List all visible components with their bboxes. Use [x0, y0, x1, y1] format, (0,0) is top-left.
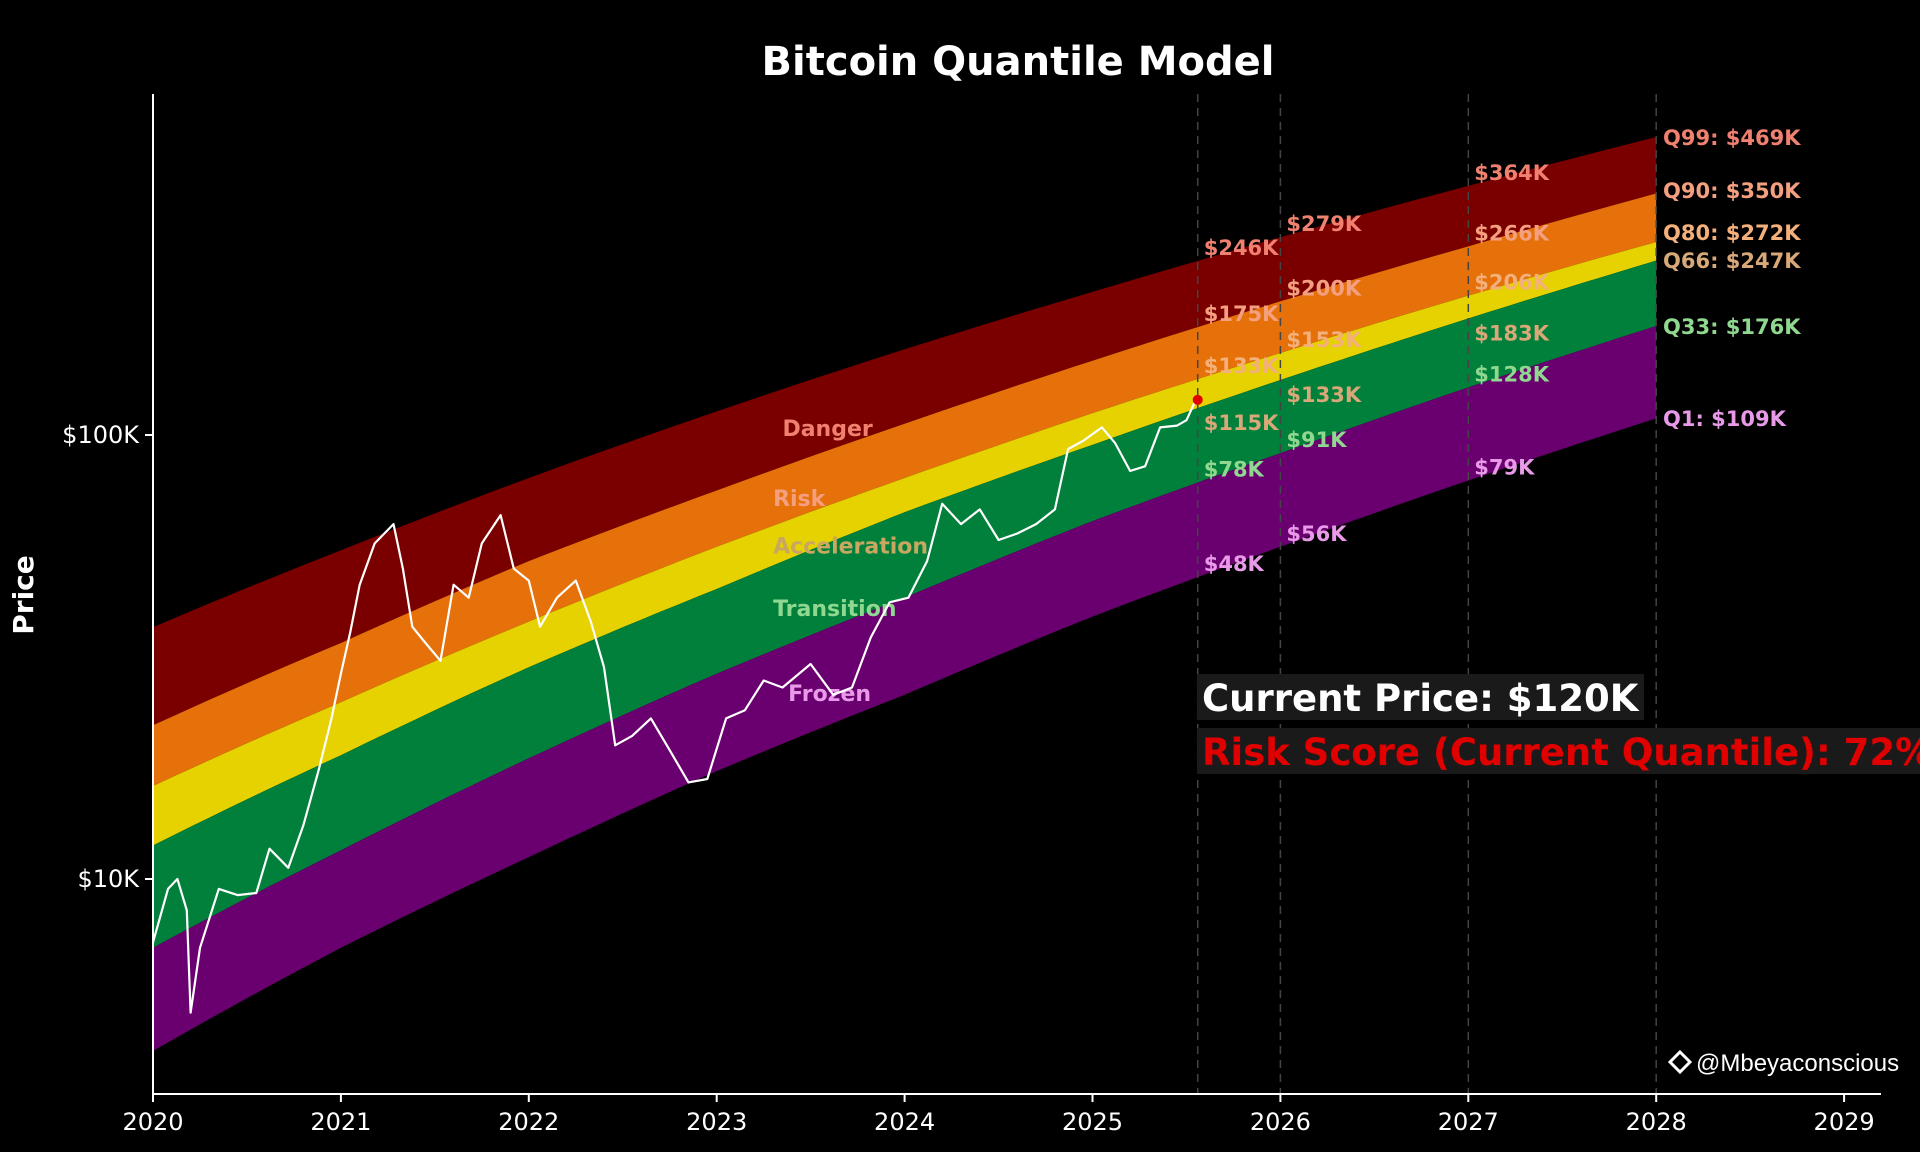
band-label-transition: Transition — [773, 597, 896, 622]
watermark-text: @Mbeyaconscious — [1696, 1050, 1899, 1077]
current-price-text: Current Price: $120K — [1202, 677, 1640, 720]
end-label-q66: Q66: $247K — [1663, 249, 1801, 273]
x-tick-label: 2022 — [498, 1108, 559, 1136]
binance-diamond-icon — [1667, 1049, 1693, 1075]
x-tick-label: 2021 — [310, 1108, 371, 1136]
x-tick-label: 2023 — [686, 1108, 747, 1136]
x-tick-label: 2024 — [874, 1108, 935, 1136]
risk-score-text: Risk Score (Current Quantile): 72% — [1202, 731, 1920, 774]
band-label-risk: Risk — [773, 487, 827, 512]
x-tick-label: 2028 — [1626, 1108, 1687, 1136]
value-label: $266K — [1474, 221, 1549, 245]
value-label: $175K — [1204, 302, 1279, 326]
value-label: $48K — [1204, 552, 1265, 576]
value-label: $128K — [1474, 362, 1549, 386]
x-tick-label: 2025 — [1062, 1108, 1123, 1136]
value-label: $78K — [1204, 458, 1265, 482]
end-label-q1: Q1: $109K — [1663, 407, 1787, 431]
end-label-q90: Q90: $350K — [1663, 179, 1801, 203]
end-label-q80: Q80: $272K — [1663, 221, 1801, 245]
value-label: $79K — [1474, 455, 1535, 479]
band-risk — [153, 193, 1657, 786]
end-label-q99: Q99: $469K — [1663, 126, 1801, 150]
band-label-danger: Danger — [782, 417, 872, 442]
end-label-q33: Q33: $176K — [1663, 315, 1801, 339]
chart-title: Bitcoin Quantile Model — [762, 39, 1275, 85]
band-acceleration — [153, 242, 1657, 846]
risk-score-annotation: Risk Score (Current Quantile): 72% — [1197, 728, 1920, 774]
watermark: @Mbeyaconscious — [1667, 1049, 1899, 1077]
value-label: $279K — [1286, 212, 1361, 236]
x-tick-label: 2020 — [122, 1108, 183, 1136]
band-danger — [153, 137, 1657, 726]
current-price-dot — [1192, 394, 1203, 405]
value-label: $133K — [1286, 383, 1361, 407]
value-label: $56K — [1286, 522, 1347, 546]
x-tick-label: 2027 — [1438, 1108, 1499, 1136]
value-label: $133K — [1204, 354, 1279, 378]
value-label: $246K — [1204, 236, 1279, 260]
y-tick-label: $10K — [77, 865, 140, 893]
x-tick-label: 2026 — [1250, 1108, 1311, 1136]
x-tick-label: 2029 — [1814, 1108, 1875, 1136]
y-axis-label: Price — [7, 555, 40, 635]
current-price-annotation: Current Price: $120K — [1197, 674, 1644, 720]
value-label: $91K — [1286, 428, 1347, 452]
value-label: $206K — [1474, 271, 1549, 295]
value-label: $183K — [1474, 321, 1549, 345]
y-tick-label: $100K — [62, 421, 140, 449]
value-label: $115K — [1204, 411, 1279, 435]
value-label: $200K — [1286, 276, 1361, 300]
price-line — [151, 399, 1197, 1014]
value-label: $364K — [1474, 161, 1549, 185]
band-label-acceleration: Acceleration — [773, 535, 928, 560]
value-label: $153K — [1286, 328, 1361, 352]
band-label-frozen: Frozen — [788, 682, 871, 707]
